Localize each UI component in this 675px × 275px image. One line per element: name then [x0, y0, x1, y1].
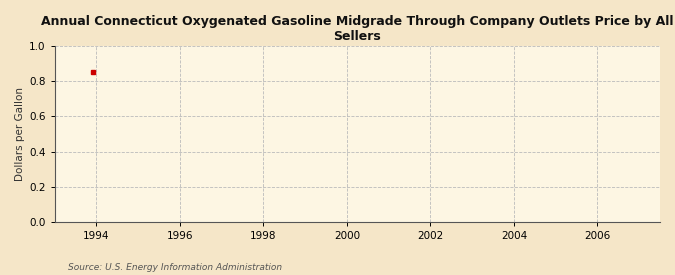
- Y-axis label: Dollars per Gallon: Dollars per Gallon: [15, 87, 25, 181]
- Text: Source: U.S. Energy Information Administration: Source: U.S. Energy Information Administ…: [68, 263, 281, 271]
- Title: Annual Connecticut Oxygenated Gasoline Midgrade Through Company Outlets Price by: Annual Connecticut Oxygenated Gasoline M…: [41, 15, 674, 43]
